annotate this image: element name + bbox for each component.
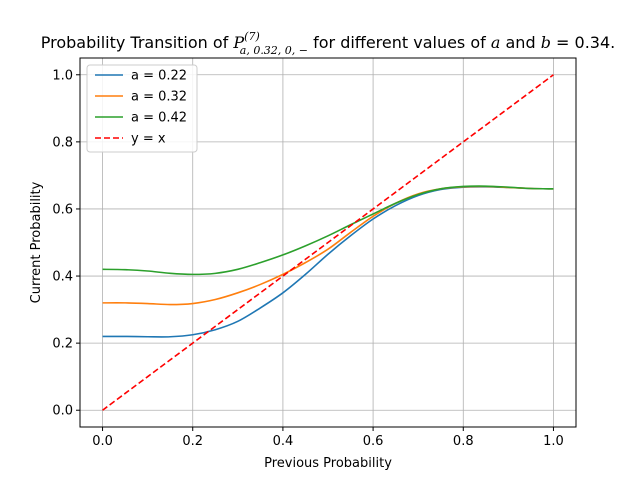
y-tick-label: 0.0 (52, 404, 73, 419)
x-tick-label: 0.6 (363, 434, 384, 449)
x-axis-label: Previous Probability (264, 456, 392, 471)
series-lines (102, 74, 554, 411)
y-tick-label: 0.4 (52, 270, 73, 285)
chart-title: Probability Transition of P(7) a, 0.32, 0… (41, 30, 615, 57)
y-axis-label: Current Probability (29, 181, 44, 303)
legend: a = 0.22 a = 0.32 a = 0.42 y = x (86, 64, 198, 153)
series-line-a-0-42 (102, 185, 554, 276)
legend-label: a = 0.22 (131, 69, 187, 84)
y-tick-label: 0.8 (52, 135, 73, 150)
x-tick-label: 0.8 (453, 434, 474, 449)
legend-label: a = 0.32 (131, 90, 187, 105)
legend-label: y = x (131, 132, 166, 147)
plot-frame (79, 57, 577, 428)
x-tick-label: 0.4 (273, 434, 294, 449)
y-tick-label: 1.0 (52, 68, 73, 83)
legend-label: a = 0.42 (131, 111, 187, 126)
series-line-y-x (102, 74, 554, 411)
y-tick-label: 0.2 (52, 337, 73, 352)
x-tick-label: 1.0 (543, 434, 564, 449)
x-tick-label: 0.0 (92, 434, 113, 449)
axis-ticks: 0.0 0.2 0.4 0.6 0.8 1.0 0.0 0.2 0.4 0.6 0.8 1.0 (52, 68, 563, 449)
y-tick-label: 0.6 (52, 202, 73, 217)
x-tick-label: 0.2 (182, 434, 203, 449)
legend-box (86, 64, 198, 153)
